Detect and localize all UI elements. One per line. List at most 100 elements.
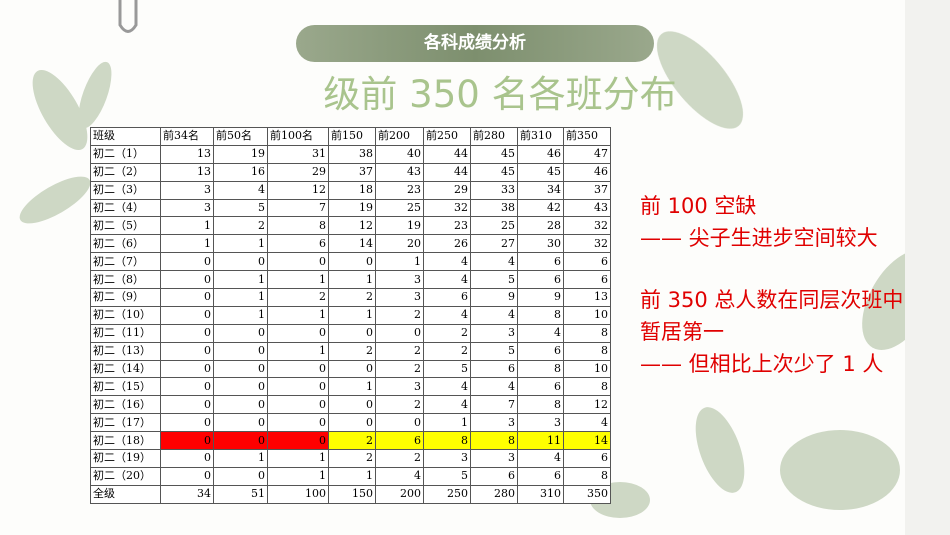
cell: 3 (470, 449, 518, 468)
slide-title: 级前 350 名各班分布 (323, 73, 677, 116)
cell: 4 (517, 323, 564, 343)
cell: 0 (267, 413, 329, 433)
cell: 2 (328, 288, 376, 307)
cell: 2 (423, 341, 471, 361)
cell: 0 (213, 359, 268, 379)
table-row: 初二（9） 0 1 2 2 3 6 9 9 13 (90, 288, 611, 307)
row-label: 初二（20） (90, 466, 161, 486)
cell: 150 (328, 484, 376, 504)
cell: 0 (160, 252, 214, 272)
cell: 13 (563, 288, 611, 307)
table-row: 初二（8） 0 1 1 1 3 4 5 6 6 (90, 270, 611, 290)
cell: 6 (267, 234, 329, 254)
cell: 18 (328, 180, 376, 200)
badge: 各科成绩分析 (296, 25, 654, 62)
cell: 0 (267, 395, 329, 415)
cell: 6 (563, 270, 611, 290)
cell: 34 (160, 484, 214, 504)
table-row: 初二（1） 13 19 31 38 40 44 45 46 47 (90, 144, 611, 164)
score-table: 班级 前34名 前50名 前100名 前150 前200 前250 前280 前310 前350 初… (90, 127, 611, 504)
note: 前 350 总人数在同层次班中暂居第一 (640, 288, 904, 344)
cell: 26 (423, 234, 471, 254)
header-cell: 前50名 (213, 127, 268, 146)
cell: 12 (267, 180, 329, 200)
row-label: 全级 (90, 484, 161, 504)
cell: 6 (563, 252, 611, 272)
cell: 1 (213, 305, 268, 325)
row-label: 初二（11） (90, 323, 161, 343)
cell: 2 (328, 449, 376, 468)
cell: 8 (563, 466, 611, 486)
row-label: 初二（2） (90, 162, 161, 182)
header-cell: 前310 (517, 127, 564, 146)
cell: 1 (213, 270, 268, 290)
note: —— 尖子生进步空间较大 (640, 226, 878, 250)
cell: 31 (267, 144, 329, 164)
cell: 1 (375, 252, 424, 272)
cell: 6 (470, 466, 518, 486)
cell: 0 (375, 323, 424, 343)
cell: 0 (160, 395, 214, 415)
cell: 0 (267, 323, 329, 343)
cell: 250 (423, 484, 471, 504)
cell: 4 (470, 252, 518, 272)
cell: 3 (517, 413, 564, 433)
cell: 3 (160, 198, 214, 218)
cell: 51 (213, 484, 268, 504)
row-label: 初二（10） (90, 305, 161, 325)
cell: 350 (563, 484, 611, 504)
row-label: 初二（7） (90, 252, 161, 272)
cell: 0 (213, 323, 268, 343)
cell: 6 (375, 431, 424, 451)
notes: 前 100 空缺 —— 尖子生进步空间较大前 350 总人数在同层次班中暂居第一 —… (640, 190, 910, 380)
cell: 4 (213, 180, 268, 200)
row-label: 初二（4） (90, 198, 161, 218)
cell: 2 (375, 305, 424, 325)
cell: 5 (423, 359, 471, 379)
table-row: 初二（18） 0 0 0 2 6 8 8 11 14 (90, 431, 611, 451)
cell: 45 (470, 162, 518, 182)
cell: 8 (517, 359, 564, 379)
cell: 3 (375, 288, 424, 307)
cell: 1 (267, 341, 329, 361)
header-cell: 前34名 (160, 127, 214, 146)
table-row: 初二（2） 13 16 29 37 43 44 45 45 46 (90, 162, 611, 182)
row-label: 初二（15） (90, 377, 161, 397)
cell: 200 (375, 484, 424, 504)
cell: 1 (213, 449, 268, 468)
cell: 38 (328, 144, 376, 164)
cell: 3 (375, 377, 424, 397)
row-label: 初二（8） (90, 270, 161, 290)
cell: 2 (328, 341, 376, 361)
table-row: 初二（10） 0 1 1 1 2 4 4 8 10 (90, 305, 611, 325)
row-label: 初二（17） (90, 413, 161, 433)
row-label: 初二（6） (90, 234, 161, 254)
cell: 2 (375, 395, 424, 415)
cell: 0 (267, 252, 329, 272)
cell: 2 (375, 449, 424, 468)
cell: 8 (470, 431, 518, 451)
cell: 6 (517, 341, 564, 361)
table-row: 初二（11） 0 0 0 0 0 2 3 4 8 (90, 323, 611, 343)
cell: 8 (517, 395, 564, 415)
cell: 6 (517, 377, 564, 397)
cell: 5 (423, 466, 471, 486)
cell: 310 (517, 484, 564, 504)
header-cell: 前200 (375, 127, 424, 146)
row-label: 初二（1） (90, 144, 161, 164)
cell: 0 (213, 377, 268, 397)
cell: 42 (517, 198, 564, 218)
cell: 7 (267, 198, 329, 218)
cell: 0 (160, 377, 214, 397)
cell: 19 (213, 144, 268, 164)
cell: 6 (517, 252, 564, 272)
cell: 2 (328, 431, 376, 451)
cell: 1 (213, 234, 268, 254)
cell: 0 (160, 341, 214, 361)
cell: 14 (328, 234, 376, 254)
cell: 5 (213, 198, 268, 218)
cell: 44 (423, 162, 471, 182)
cell: 8 (267, 216, 329, 236)
row-label: 初二（16） (90, 395, 161, 415)
